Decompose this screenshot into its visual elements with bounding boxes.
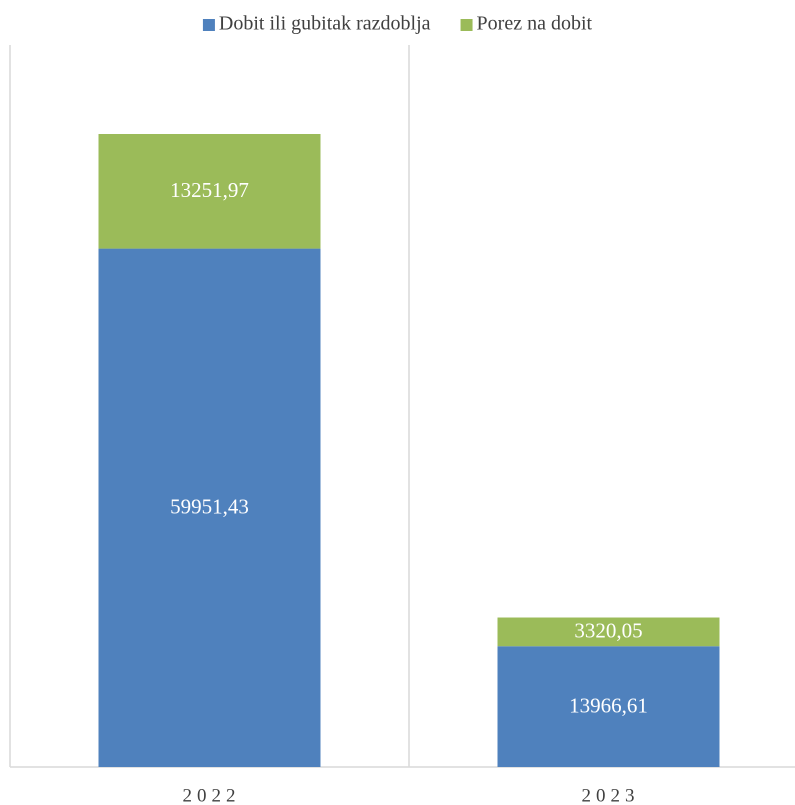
legend-label: Dobit ili gubitak razdoblja <box>219 13 431 35</box>
value-label: 3320,05 <box>574 619 642 643</box>
bar-segment <box>497 646 720 767</box>
value-label: 13251,97 <box>170 178 249 202</box>
legend-label: Porez na dobit <box>477 13 593 35</box>
bar-segment <box>497 617 720 647</box>
x-tick-label: 2022 <box>183 785 241 805</box>
legend-item: Dobit ili gubitak razdoblja <box>202 13 431 35</box>
value-label: 59951,43 <box>170 495 249 519</box>
x-tick-label: 2023 <box>582 785 640 805</box>
value-label: 13966,61 <box>569 693 648 717</box>
legend-swatch <box>202 19 215 31</box>
legend-swatch <box>460 19 473 31</box>
legend-item: Porez na dobit <box>460 13 593 35</box>
bar-segment <box>98 134 321 249</box>
bar-segment <box>98 248 321 768</box>
